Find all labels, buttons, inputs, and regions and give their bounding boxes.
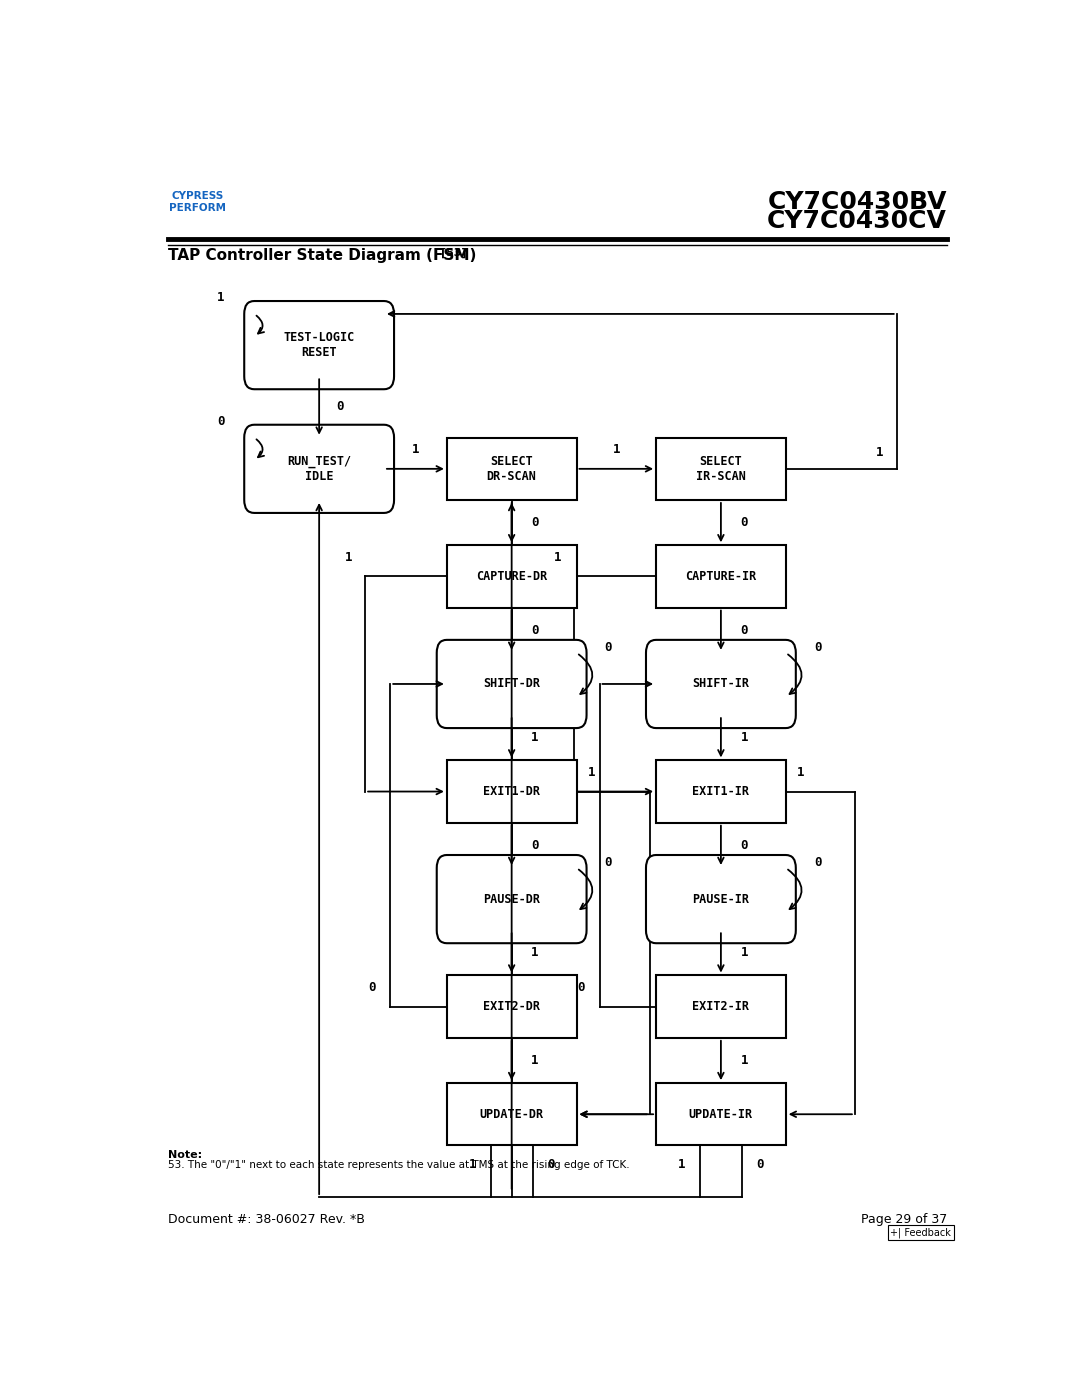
Text: EXIT2-IR: EXIT2-IR [692,1000,750,1013]
FancyBboxPatch shape [447,1083,577,1146]
FancyBboxPatch shape [436,640,586,728]
Text: 1: 1 [612,443,620,455]
FancyBboxPatch shape [656,1083,786,1146]
FancyBboxPatch shape [646,855,796,943]
Text: +| Feedback: +| Feedback [890,1228,951,1238]
Text: 0: 0 [741,623,748,637]
Text: Document #: 38-06027 Rev. *B: Document #: 38-06027 Rev. *B [168,1213,365,1227]
Text: 1: 1 [531,1053,539,1067]
Text: 1: 1 [345,550,352,563]
FancyBboxPatch shape [244,425,394,513]
Text: 1: 1 [741,1053,748,1067]
Text: 1: 1 [741,946,748,960]
Text: PAUSE-IR: PAUSE-IR [692,893,750,905]
Text: 1: 1 [797,766,805,778]
Text: Page 29 of 37: Page 29 of 37 [861,1213,947,1227]
FancyBboxPatch shape [656,437,786,500]
Text: 1: 1 [531,946,539,960]
Text: 0: 0 [531,838,539,852]
Text: EXIT2-DR: EXIT2-DR [483,1000,540,1013]
Text: 0: 0 [741,515,748,529]
Text: UPDATE-IR: UPDATE-IR [689,1108,753,1120]
Text: 0: 0 [531,623,539,637]
Text: 1: 1 [217,292,225,305]
Text: 0: 0 [336,401,343,414]
Text: 0: 0 [531,515,539,529]
Text: 1: 1 [554,550,562,563]
Text: TEST-LOGIC
RESET: TEST-LOGIC RESET [284,331,354,359]
Text: RUN_TEST/
IDLE: RUN_TEST/ IDLE [287,455,351,483]
Text: Note:: Note: [168,1150,203,1160]
Text: 0: 0 [814,641,821,654]
Text: 1: 1 [531,731,539,745]
Text: EXIT1-IR: EXIT1-IR [692,785,750,798]
Text: TAP Controller State Diagram (FSM): TAP Controller State Diagram (FSM) [168,249,477,264]
FancyBboxPatch shape [447,760,577,823]
Text: UPDATE-DR: UPDATE-DR [480,1108,543,1120]
Text: 1: 1 [741,731,748,745]
Text: 1: 1 [588,766,595,778]
Text: 0: 0 [814,856,821,869]
Text: 0: 0 [548,1158,555,1171]
Text: [53]: [53] [441,247,465,258]
Text: 0: 0 [605,641,612,654]
Text: SELECT
IR-SCAN: SELECT IR-SCAN [696,455,746,483]
Text: CYPRESS
PERFORM: CYPRESS PERFORM [170,191,227,212]
FancyBboxPatch shape [656,975,786,1038]
FancyBboxPatch shape [656,545,786,608]
Text: 1: 1 [678,1158,686,1171]
Text: 0: 0 [368,981,376,993]
Text: CY7C0430CV: CY7C0430CV [767,210,947,233]
Text: 53. The "0"/"1" next to each state represents the value at TMS at the rising edg: 53. The "0"/"1" next to each state repre… [168,1160,630,1169]
Text: 1: 1 [411,443,419,455]
Text: SELECT
DR-SCAN: SELECT DR-SCAN [487,455,537,483]
Text: CAPTURE-IR: CAPTURE-IR [686,570,756,583]
Text: 0: 0 [578,981,585,993]
Text: 0: 0 [741,838,748,852]
FancyBboxPatch shape [646,640,796,728]
Text: 0: 0 [756,1158,764,1171]
Text: 1: 1 [469,1158,476,1171]
Text: PAUSE-DR: PAUSE-DR [483,893,540,905]
Text: SHIFT-IR: SHIFT-IR [692,678,750,690]
Text: 1: 1 [876,446,883,460]
FancyBboxPatch shape [447,975,577,1038]
FancyBboxPatch shape [436,855,586,943]
FancyBboxPatch shape [447,545,577,608]
Text: CAPTURE-DR: CAPTURE-DR [476,570,548,583]
Text: EXIT1-DR: EXIT1-DR [483,785,540,798]
FancyBboxPatch shape [447,437,577,500]
FancyBboxPatch shape [656,760,786,823]
Text: 0: 0 [217,415,225,427]
FancyBboxPatch shape [244,300,394,390]
Text: CY7C0430BV: CY7C0430BV [768,190,947,214]
Text: SHIFT-DR: SHIFT-DR [483,678,540,690]
Text: 0: 0 [605,856,612,869]
